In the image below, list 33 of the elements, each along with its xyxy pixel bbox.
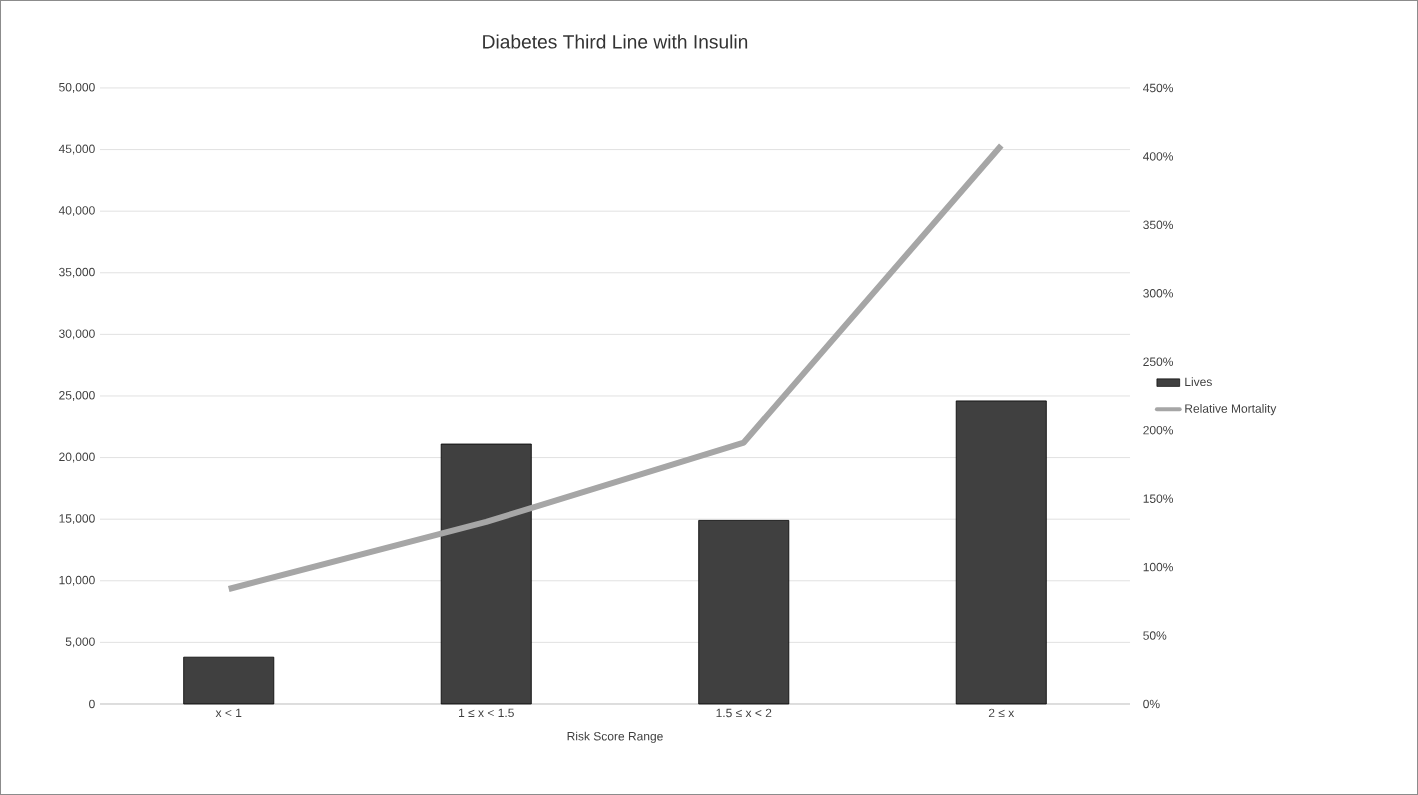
y-tick-label: 10,000 xyxy=(59,575,95,586)
y-tick-label: 35,000 xyxy=(59,267,95,278)
y-tick-label: 30,000 xyxy=(59,329,95,340)
legend-label: Lives xyxy=(1185,377,1212,387)
y-tick-label: 20,000 xyxy=(59,452,95,463)
y2-tick-label: 50% xyxy=(1143,631,1167,640)
x-axis-title: Risk Score Range xyxy=(567,731,663,743)
y-tick-label: 0 xyxy=(89,699,95,709)
x-tick-label: x < 1 xyxy=(215,708,242,717)
y-tick-label: 25,000 xyxy=(59,391,95,401)
y-tick-label: 15,000 xyxy=(59,514,95,525)
bar xyxy=(955,400,1047,705)
x-tick-label: 1 ≤ x < 1.5 xyxy=(459,708,514,718)
bar xyxy=(440,443,532,705)
y2-tick-label: 100% xyxy=(1143,562,1173,572)
y2-tick-label: 400% xyxy=(1143,152,1173,161)
y2-tick-label: 450% xyxy=(1143,83,1173,93)
y2-tick-label: 300% xyxy=(1143,289,1173,298)
y2-tick-label: 0% xyxy=(1143,699,1160,709)
y-tick-label: 5,000 xyxy=(65,637,95,648)
x-tick-label: 2 ≤ x xyxy=(988,708,1015,718)
x-tick-label: 1.5 ≤ x < 2 xyxy=(716,708,772,718)
legend-label: Relative Mortality xyxy=(1185,403,1277,416)
y2-tick-label: 250% xyxy=(1143,357,1173,367)
chart-title: Diabetes Third Line with Insulin xyxy=(483,34,748,49)
bar xyxy=(183,656,275,705)
y2-tick-label: 350% xyxy=(1143,220,1173,230)
y2-tick-label: 150% xyxy=(1143,494,1173,503)
y-tick-label: 45,000 xyxy=(58,144,95,155)
y-tick-label: 40,000 xyxy=(58,206,95,217)
y2-tick-label: 200% xyxy=(1143,425,1173,435)
y-tick-label: 50,000 xyxy=(59,83,95,93)
bar xyxy=(698,520,790,705)
